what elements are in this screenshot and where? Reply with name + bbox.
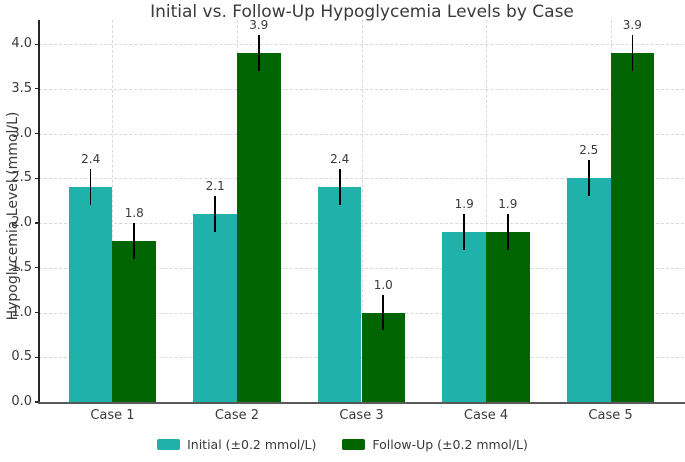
y-tick-mark [34, 43, 39, 45]
y-tick-label: 2.5 [11, 170, 32, 186]
y-tick-label: 2.0 [11, 215, 32, 231]
y-tick-mark [34, 267, 39, 269]
v-gridline [361, 20, 363, 402]
y-axis-spine [38, 20, 40, 402]
y-tick-label: 1.5 [11, 259, 32, 275]
bar-value-label: 3.9 [249, 18, 269, 33]
chart-title: Initial vs. Follow-Up Hypoglycemia Level… [150, 2, 574, 22]
y-tick-mark [34, 133, 39, 135]
bar-value-label: 1.9 [498, 197, 518, 212]
bar-initial [317, 187, 362, 402]
error-bar [463, 214, 466, 250]
x-tick-label: Case 4 [463, 408, 509, 423]
error-bar [507, 214, 509, 250]
bar-followup [112, 240, 157, 402]
legend-label-followup: Follow-Up (±0.2 mmol/L) [372, 437, 528, 452]
bar-value-label: 1.0 [373, 277, 393, 292]
x-tick-label: Case 5 [588, 408, 633, 423]
y-tick-label: 3.0 [11, 125, 32, 141]
legend-item-followup: Follow-Up (±0.2 mmol/L) [342, 437, 528, 452]
x-axis-spine [38, 402, 685, 404]
bar-value-label: 2.4 [330, 152, 350, 167]
bar-value-label: 1.9 [454, 197, 474, 212]
y-tick-label: 0.5 [11, 349, 32, 365]
bar-value-label: 1.8 [124, 206, 144, 221]
v-gridline [486, 20, 488, 402]
bar-value-label: 2.4 [81, 152, 101, 167]
y-tick-mark [34, 311, 39, 314]
legend-item-initial: Initial (±0.2 mmol/L) [157, 437, 316, 452]
legend-swatch-initial [157, 439, 181, 450]
x-tick-label: Case 1 [90, 408, 135, 423]
y-tick-mark [34, 88, 39, 90]
y-tick-label: 3.5 [11, 80, 32, 96]
error-bar [587, 160, 590, 197]
plot-area: 0.0 0.5 1.0 1.5 2.0 2.5 3.0 3.5 4.0 Case 1 Case 2 C… [11, 18, 684, 423]
error-bar [214, 196, 216, 233]
error-bar [338, 169, 341, 206]
legend-swatch-followup [342, 439, 366, 450]
bar-followup [236, 53, 281, 402]
bar-initial [442, 232, 486, 402]
legend-label-initial: Initial (±0.2 mmol/L) [187, 437, 317, 452]
bar-value-label: 2.5 [579, 143, 599, 158]
y-tick-mark [34, 222, 39, 224]
bar-value-label: 3.9 [622, 18, 642, 33]
y-tick-mark [34, 401, 39, 403]
y-tick-label: 0.0 [11, 394, 32, 409]
x-tick-label: Case 3 [339, 408, 384, 423]
bar-value-label: 2.1 [205, 179, 225, 194]
bar-followup [486, 232, 530, 402]
y-tick-mark [34, 356, 39, 358]
x-tick-label: Case 2 [214, 408, 260, 423]
bar-initial [566, 178, 611, 402]
error-bar [89, 169, 92, 206]
y-tick-mark [34, 177, 39, 179]
bar-initial [68, 187, 113, 402]
legend: Initial (±0.2 mmol/L) Follow-Up (±0.2 mm… [0, 437, 685, 452]
y-tick-label: 1.0 [11, 304, 32, 320]
error-bar [631, 35, 634, 71]
error-bar [133, 223, 136, 259]
error-bar [382, 294, 385, 331]
bar-followup [610, 53, 655, 402]
error-bar [257, 35, 260, 71]
bar-initial [193, 214, 237, 402]
v-gridline [112, 20, 114, 402]
y-tick-label: 4.0 [11, 36, 32, 52]
